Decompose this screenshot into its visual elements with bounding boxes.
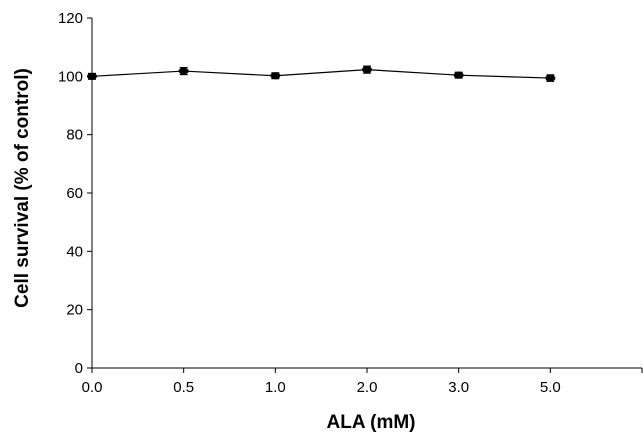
- x-tick-label: 1.0: [265, 379, 286, 396]
- plot-area: [87, 65, 556, 82]
- x-axis-title: ALA (mM): [327, 412, 416, 433]
- data-point: [178, 67, 189, 75]
- axes: 0 20 40 60 80 100 120 0.0 0.5 1.0 2.0 3.0 5.0: [58, 10, 643, 396]
- data-point: [87, 72, 97, 80]
- x-tick-label: 2.0: [357, 379, 378, 396]
- x-tick-label: 3.0: [448, 379, 469, 396]
- y-tick-label: 120: [58, 10, 83, 27]
- data-point: [453, 71, 464, 79]
- y-tick-label: 60: [66, 185, 83, 202]
- data-point: [545, 74, 556, 82]
- x-tick-label: 5.0: [540, 379, 561, 396]
- y-tick-label: 0: [75, 360, 83, 377]
- y-axis-title: Cell survival (% of control): [12, 68, 33, 308]
- x-tick-label: 0.0: [82, 379, 103, 396]
- data-point: [270, 72, 281, 80]
- data-point: [362, 66, 372, 74]
- y-tick-label: 100: [58, 68, 83, 85]
- y-tick-label: 20: [66, 302, 83, 319]
- y-tick-label: 80: [66, 127, 83, 144]
- y-tick-label: 40: [66, 243, 83, 260]
- x-tick-label: 0.5: [173, 379, 194, 396]
- series-line: [91, 69, 551, 79]
